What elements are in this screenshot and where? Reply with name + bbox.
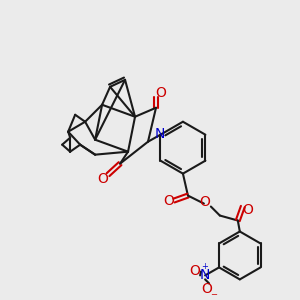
Text: O: O xyxy=(164,194,174,208)
Text: −: − xyxy=(211,290,218,299)
Text: O: O xyxy=(98,172,109,186)
Text: O: O xyxy=(242,202,253,217)
Text: N: N xyxy=(200,268,210,282)
Text: O: O xyxy=(190,264,201,278)
Text: O: O xyxy=(155,86,167,100)
Text: O: O xyxy=(202,282,212,296)
Text: N: N xyxy=(154,127,165,141)
Text: O: O xyxy=(200,195,210,208)
Text: +: + xyxy=(201,262,208,271)
